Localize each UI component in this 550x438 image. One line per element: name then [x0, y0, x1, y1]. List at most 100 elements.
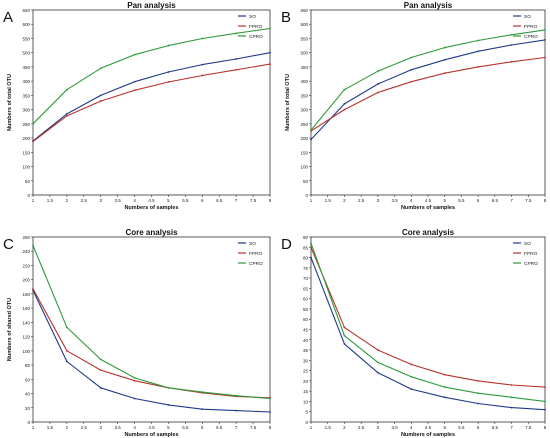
data-point-fpro — [65, 349, 68, 352]
data-point-fpro — [32, 140, 34, 143]
x-tick-label: 8 — [544, 425, 547, 430]
y-tick-label: 75 — [303, 266, 309, 271]
legend-label: CPRO — [249, 34, 263, 40]
x-axis-label: Numbers of samples — [401, 205, 455, 211]
data-point-cpro — [410, 56, 413, 59]
data-point-so — [477, 50, 480, 53]
x-tick-label: 6.5 — [216, 198, 223, 203]
y-tick-label: 450 — [22, 65, 30, 70]
data-point-so — [133, 397, 136, 400]
data-point-so — [510, 406, 513, 409]
y-tick-label: 0 — [305, 193, 308, 198]
x-tick-label: 7 — [510, 198, 513, 203]
x-tick-label: 5.5 — [182, 198, 189, 203]
y-tick-label: 150 — [300, 150, 308, 155]
data-point-so — [235, 58, 238, 60]
y-tick-label: 80 — [303, 256, 309, 261]
data-point-cpro — [65, 88, 68, 91]
plot-frame — [310, 236, 546, 423]
x-tick-label: 2.5 — [81, 425, 88, 430]
x-tick-label: 7 — [510, 425, 513, 430]
panel-letter: A — [3, 9, 13, 26]
legend-label: CPRO — [524, 261, 538, 267]
chart-title: Core analysis — [125, 228, 178, 237]
y-tick-label: 10 — [303, 399, 309, 404]
y-tick-label: 25 — [303, 369, 309, 374]
legend-label: SO — [249, 241, 256, 247]
x-tick-label: 7.5 — [525, 198, 532, 203]
data-point-so — [544, 408, 546, 411]
data-point-so — [376, 371, 379, 374]
x-tick-label: 6.5 — [492, 198, 499, 203]
series-line-so — [310, 39, 546, 141]
panel-letter: B — [281, 9, 291, 26]
x-tick-label: 7.5 — [250, 425, 257, 430]
y-tick-label: 100 — [22, 165, 30, 170]
x-tick-label: 7 — [235, 425, 238, 430]
data-point-fpro — [477, 379, 480, 382]
data-point-cpro — [235, 32, 238, 35]
data-point-so — [201, 408, 204, 411]
y-tick-label: 50 — [25, 179, 31, 184]
data-point-fpro — [167, 81, 170, 83]
y-tick-label: 60 — [303, 297, 309, 302]
y-tick-label: 450 — [300, 65, 308, 70]
y-tick-label: 15 — [303, 389, 309, 394]
y-tick-label: 200 — [22, 136, 30, 141]
x-tick-label: 5.5 — [182, 425, 189, 430]
data-point-so — [65, 112, 68, 115]
data-point-fpro — [99, 100, 102, 102]
data-point-so — [310, 256, 312, 259]
y-tick-label: 650 — [300, 8, 308, 13]
data-point-cpro — [99, 67, 102, 70]
data-point-cpro — [544, 29, 546, 31]
y-tick-label: 240 — [22, 249, 30, 254]
data-point-so — [167, 71, 170, 73]
series-line-so — [32, 52, 271, 142]
data-point-cpro — [510, 33, 513, 36]
data-point-cpro — [343, 88, 346, 91]
legend-label: CPRO — [249, 261, 263, 267]
data-point-cpro — [167, 44, 170, 47]
data-point-so — [65, 360, 68, 363]
y-axis-label: Numbers of shared OTU — [7, 298, 13, 361]
y-tick-label: 120 — [22, 335, 30, 340]
data-point-so — [443, 58, 446, 61]
series-line-cpro — [32, 27, 271, 125]
x-tick-label: 1 — [310, 198, 313, 203]
y-tick-label: 0 — [305, 420, 308, 425]
x-tick-label: 3.5 — [115, 198, 122, 203]
data-point-so — [343, 342, 346, 345]
data-point-cpro — [65, 326, 68, 329]
data-point-so — [99, 386, 102, 389]
y-tick-label: 500 — [22, 51, 30, 56]
x-tick-label: 8 — [544, 198, 547, 203]
x-tick-label: 1 — [32, 425, 35, 430]
x-tick-label: 2 — [343, 198, 346, 203]
y-axis-label: Numbers of total OTU — [285, 74, 291, 131]
x-tick-label: 8 — [269, 198, 272, 203]
x-tick-label: 4.5 — [148, 425, 155, 430]
y-tick-label: 220 — [22, 263, 30, 268]
data-point-cpro — [133, 376, 136, 379]
legend-label: SO — [249, 14, 256, 20]
data-point-so — [310, 138, 312, 141]
series-line-cpro — [310, 242, 546, 402]
x-axis-label: Numbers of samples — [124, 205, 178, 211]
data-point-fpro — [235, 68, 238, 71]
data-point-so — [99, 94, 102, 97]
data-point-so — [544, 38, 546, 41]
y-tick-label: 300 — [22, 108, 30, 113]
panel-letter: C — [3, 236, 14, 253]
data-point-cpro — [410, 375, 413, 378]
y-tick-label: 600 — [22, 22, 30, 27]
data-point-so — [167, 404, 170, 406]
y-tick-label: 250 — [300, 122, 308, 127]
data-point-so — [343, 103, 346, 105]
data-point-cpro — [477, 39, 480, 42]
x-tick-label: 4 — [133, 425, 136, 430]
x-tick-label: 4 — [410, 425, 413, 430]
data-point-fpro — [477, 66, 480, 68]
y-tick-label: 65 — [303, 286, 309, 291]
series-line-fpro — [32, 63, 271, 143]
